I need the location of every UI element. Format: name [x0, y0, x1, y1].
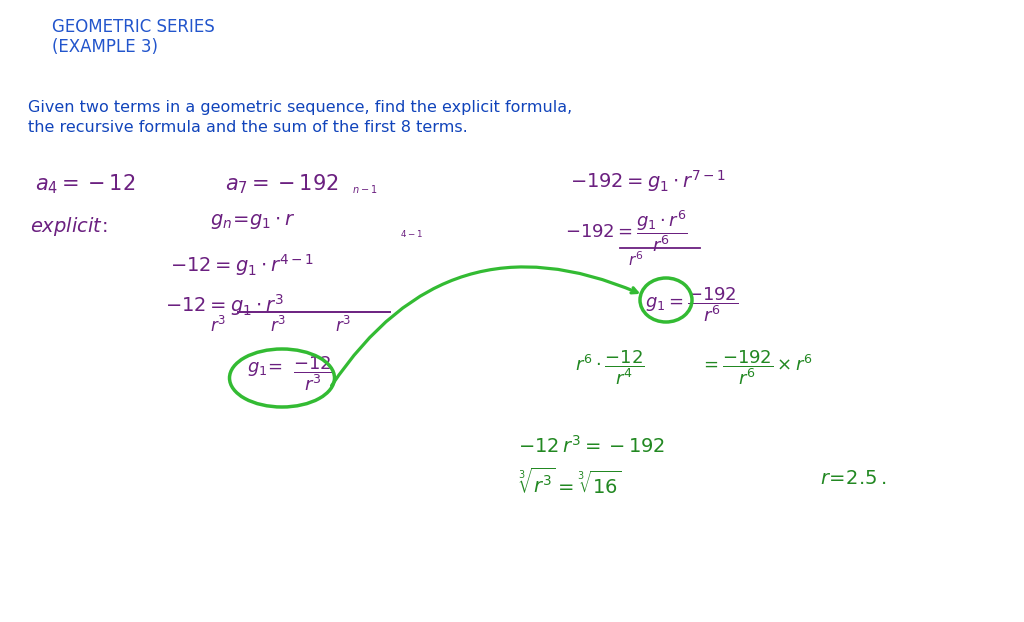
Text: $-192 = \dfrac{g_1 \cdot r^6}{r^6}$: $-192 = \dfrac{g_1 \cdot r^6}{r^6}$ — [565, 208, 688, 254]
Text: $\dfrac{-12}{r^3}$: $\dfrac{-12}{r^3}$ — [293, 354, 333, 392]
Text: $r\!=\!2.5$: $r\!=\!2.5$ — [820, 470, 877, 488]
Text: $r^3$: $r^3$ — [335, 316, 351, 336]
Text: $g_1 = \dfrac{-192}{r^6}$: $g_1 = \dfrac{-192}{r^6}$ — [645, 285, 738, 323]
Text: Given two terms in a geometric sequence, find the explicit formula,: Given two terms in a geometric sequence,… — [28, 100, 572, 115]
Text: $a_7 = -192$: $a_7 = -192$ — [225, 172, 338, 195]
Text: $\sqrt[3]{r^3} = \sqrt[3]{16}$: $\sqrt[3]{r^3} = \sqrt[3]{16}$ — [518, 468, 622, 498]
Text: (EXAMPLE 3): (EXAMPLE 3) — [52, 38, 158, 56]
Text: $_{n-1}$: $_{n-1}$ — [352, 182, 378, 196]
Text: $= \dfrac{-192}{r^6} \times r^6$: $= \dfrac{-192}{r^6} \times r^6$ — [700, 348, 813, 387]
Text: the recursive formula and the sum of the first 8 terms.: the recursive formula and the sum of the… — [28, 120, 468, 135]
Text: $explicit\!:$: $explicit\!:$ — [30, 215, 108, 238]
Text: $.$: $.$ — [880, 470, 886, 488]
Text: $^{4-1}$: $^{4-1}$ — [400, 230, 423, 243]
Text: $-12\,r^3 = -192$: $-12\,r^3 = -192$ — [518, 435, 666, 457]
Text: $g_n\!=\!g_1\cdot r$: $g_n\!=\!g_1\cdot r$ — [210, 212, 296, 231]
Text: $-192 = g_1 \cdot r^{7-1}$: $-192 = g_1 \cdot r^{7-1}$ — [570, 168, 726, 194]
Text: $r^3$: $r^3$ — [270, 316, 287, 336]
Text: $g_1\!=\!$: $g_1\!=\!$ — [247, 360, 283, 378]
Text: $-12 = g_1 \cdot r^{4-1}$: $-12 = g_1 \cdot r^{4-1}$ — [170, 252, 314, 278]
Text: $r^6 \cdot \dfrac{-12}{r^4}$: $r^6 \cdot \dfrac{-12}{r^4}$ — [575, 348, 644, 387]
Text: $a_4 = -12$: $a_4 = -12$ — [35, 172, 135, 195]
Text: GEOMETRIC SERIES: GEOMETRIC SERIES — [52, 18, 215, 36]
Text: $-12 = g_1 \cdot r^3$: $-12 = g_1 \cdot r^3$ — [165, 292, 284, 318]
Text: $r^6$: $r^6$ — [628, 250, 643, 269]
Text: $r^3$: $r^3$ — [210, 316, 226, 336]
